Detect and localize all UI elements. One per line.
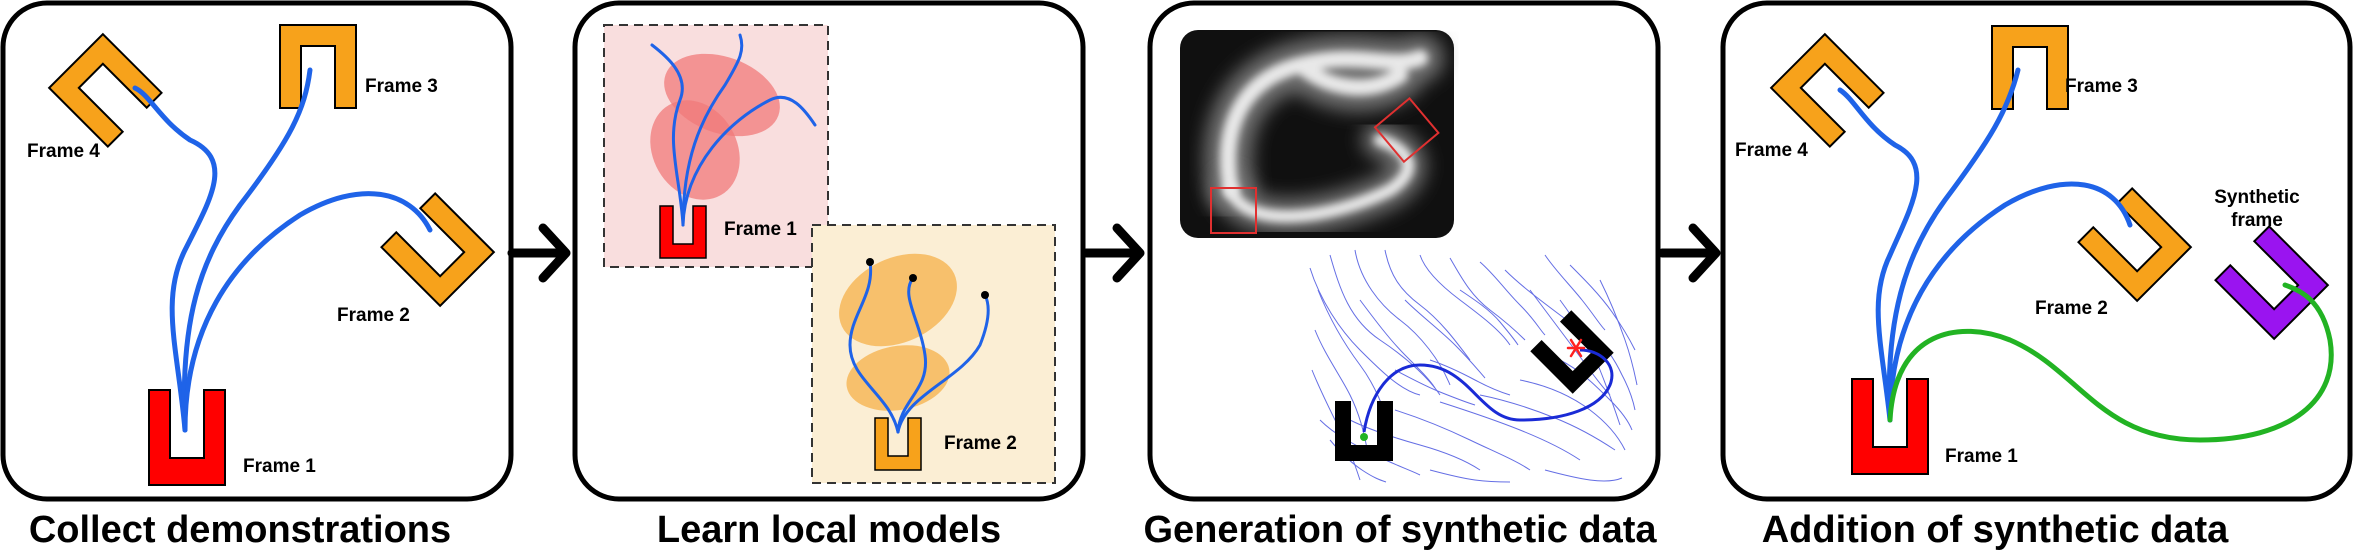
panel-addition-synthetic-data: Frame 1 Frame 2 Frame 3 Frame 4 Syntheti… bbox=[1720, 0, 2353, 502]
label-frame-2: Frame 2 bbox=[944, 433, 1017, 454]
local-trajectories-1 bbox=[650, 33, 817, 227]
frame-black-icon bbox=[1530, 310, 1614, 394]
label-frame-3: Frame 3 bbox=[2065, 76, 2138, 97]
arrow-right-icon bbox=[1081, 223, 1145, 283]
caption-learn-local-models: Learn local models bbox=[657, 509, 1001, 551]
label-frame-2: Frame 2 bbox=[2035, 298, 2108, 319]
caption-generation-synthetic-data: Generation of synthetic data bbox=[1143, 509, 1657, 551]
caption-addition-synthetic-data: Addition of synthetic data bbox=[1762, 509, 2229, 551]
arrow-right-icon bbox=[507, 223, 571, 283]
trajectory-endpoint bbox=[981, 291, 989, 299]
frame-1-icon bbox=[659, 205, 707, 259]
frame-2-icon bbox=[2077, 187, 2193, 303]
frame-4-icon bbox=[1769, 32, 1885, 148]
label-frame-3: Frame 3 bbox=[365, 76, 438, 97]
frame-2-icon bbox=[874, 417, 922, 471]
label-frame-4: Frame 4 bbox=[1735, 140, 1808, 161]
trajectory-endpoint bbox=[909, 274, 917, 282]
frame-outline bbox=[1210, 187, 1257, 234]
frame-3-icon bbox=[279, 24, 357, 109]
label-frame-1: Frame 1 bbox=[1945, 446, 2018, 467]
vector-field-streamlines bbox=[1309, 249, 1638, 483]
label-frame-1: Frame 1 bbox=[243, 456, 316, 477]
demonstration-trajectories bbox=[132, 67, 433, 433]
arrow-right-icon bbox=[1657, 223, 1721, 283]
synthetic-trajectory bbox=[1362, 348, 1614, 433]
frame-black-icon bbox=[1335, 401, 1393, 461]
label-frame-1: Frame 1 bbox=[724, 219, 797, 240]
frame-3-icon bbox=[1991, 25, 2069, 110]
panel-generation-synthetic-data bbox=[1147, 0, 1661, 502]
frame-1-icon bbox=[148, 389, 226, 486]
synthetic-trajectory bbox=[1887, 282, 2334, 443]
frame-outline bbox=[1373, 96, 1440, 164]
synthetic-frame-icon bbox=[2214, 225, 2330, 341]
panel-collect-demonstrations: Frame 1 Frame 2 Frame 3 Frame 4 bbox=[0, 0, 514, 502]
label-synthetic: Synthetic bbox=[2214, 187, 2300, 208]
frame-2-icon bbox=[380, 192, 496, 308]
label-synthetic-frame: frame bbox=[2231, 210, 2283, 231]
frame-4-icon bbox=[47, 32, 163, 148]
label-frame-4: Frame 4 bbox=[27, 141, 100, 162]
gaussian-component bbox=[839, 253, 957, 347]
panel-border bbox=[1720, 0, 2353, 502]
caption-collect-demonstrations: Collect demonstrations bbox=[29, 509, 451, 551]
attractor-star-icon bbox=[1566, 338, 1586, 358]
start-point bbox=[1360, 433, 1368, 441]
label-frame-2: Frame 2 bbox=[337, 305, 410, 326]
local-trajectories-2 bbox=[848, 260, 990, 434]
panel-learn-local-models: Frame 1 Frame 2 bbox=[572, 0, 1086, 502]
demonstration-trajectories bbox=[1837, 67, 2133, 423]
trajectory-endpoint bbox=[866, 258, 874, 266]
frame-1-icon bbox=[1851, 378, 1929, 475]
